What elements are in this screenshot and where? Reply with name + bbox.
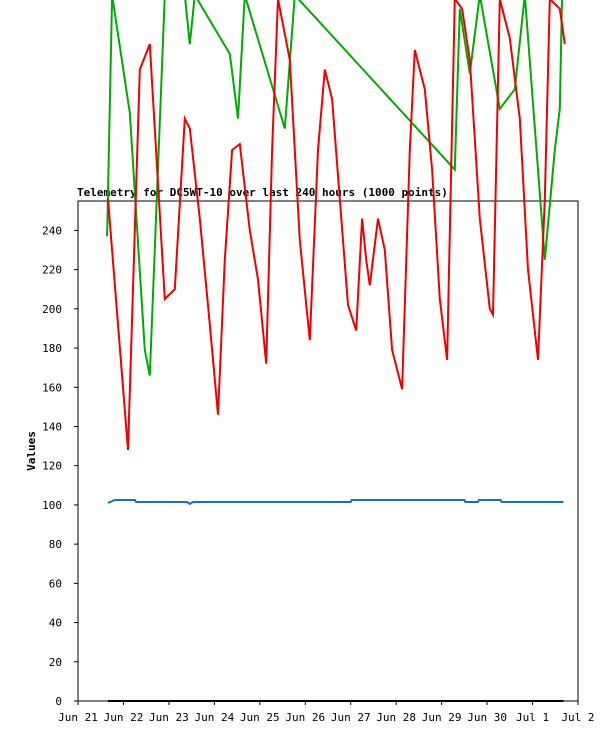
x-tick-label: Jun 28 (376, 711, 416, 724)
y-tick-label: 0 (55, 695, 62, 708)
y-tick-label: 160 (42, 381, 62, 394)
x-tick-label: Jun 21 (58, 711, 98, 724)
y-tick-label: 140 (42, 420, 62, 433)
x-tick-label: Jun 27 (331, 711, 371, 724)
x-tick-label: Jun 26 (285, 711, 325, 724)
x-tick-label: Jun 30 (467, 711, 507, 724)
y-tick-label: 220 (42, 264, 62, 277)
y-tick-label: 20 (49, 656, 62, 669)
series-line (107, 499, 564, 506)
y-tick-label: 180 (42, 342, 62, 355)
series-line (107, 0, 566, 451)
series-line (106, 0, 564, 376)
y-tick-label: 240 (42, 224, 62, 237)
x-tick-label: Jun 24 (194, 711, 234, 724)
x-tick-label: Jun 22 (104, 711, 144, 724)
y-axis-label: Values (25, 431, 38, 471)
x-tick-label: Jun 23 (149, 711, 189, 724)
y-tick-label: 100 (42, 499, 62, 512)
x-tick-label: Jun 25 (240, 711, 280, 724)
chart-title: Telemetry for DC5WT-10 over last 240 hou… (77, 186, 448, 199)
x-tick-label: Jul 2 (561, 711, 594, 724)
y-tick-label: 120 (42, 460, 62, 473)
y-tick-label: 40 (49, 617, 62, 630)
x-tick-label: Jun 29 (422, 711, 462, 724)
y-tick-label: 60 (49, 577, 62, 590)
y-tick-label: 80 (49, 538, 62, 551)
x-tick-label: Jul 1 (516, 711, 549, 724)
y-tick-label: 200 (42, 303, 62, 316)
